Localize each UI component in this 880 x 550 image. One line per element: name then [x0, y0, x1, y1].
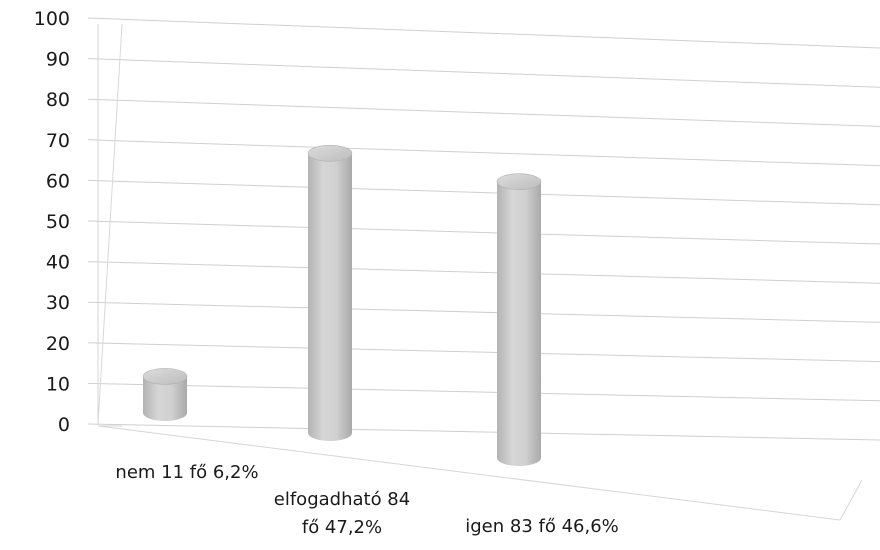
y-tick-label: 0 — [58, 414, 70, 436]
bar-body — [308, 153, 352, 441]
y-axis: 0 10 20 30 40 50 60 70 80 90 100 — [34, 8, 70, 436]
side-wall-top-edge — [97, 23, 123, 425]
bar — [496, 173, 542, 467]
y-tick-label: 30 — [46, 292, 70, 314]
gridline — [87, 98, 880, 127]
bar-top — [496, 173, 542, 190]
bar-body — [497, 181, 541, 467]
y-tick-label: 40 — [46, 252, 70, 274]
bar-body — [143, 376, 187, 421]
gridlines — [87, 17, 880, 521]
y-tick-label: 20 — [46, 333, 70, 355]
bars — [142, 145, 542, 467]
category-labels: nem 11 fő 6,2% elfogadható 84 fő 47,2% igen… — [115, 462, 618, 538]
gridline — [87, 58, 880, 88]
floor-right-edge — [839, 479, 863, 521]
y-tick-label: 50 — [46, 211, 70, 233]
y-tick-label: 70 — [46, 130, 70, 152]
gridline — [87, 261, 880, 284]
category-label: nem 11 fő 6,2% — [115, 462, 258, 483]
floor-front-edge — [97, 425, 841, 521]
bar-top — [142, 368, 188, 385]
gridline — [87, 301, 880, 323]
bar-top — [307, 145, 353, 162]
gridline — [87, 342, 880, 363]
y-tick-label: 60 — [46, 170, 70, 192]
category-label: elfogadható 84 — [274, 489, 410, 510]
gridline — [87, 17, 880, 49]
y-tick-label: 100 — [34, 8, 70, 30]
bar — [307, 145, 353, 441]
gridline — [87, 423, 880, 441]
y-tick-label: 10 — [46, 373, 70, 395]
bar — [142, 368, 188, 421]
y-tick-label: 90 — [46, 49, 70, 71]
category-label: igen 83 fő 46,6% — [465, 516, 619, 537]
gridline — [87, 139, 880, 167]
gridline — [87, 220, 880, 245]
category-label: fő 47,2% — [302, 517, 382, 538]
y-tick-label: 80 — [46, 89, 70, 111]
gridline — [87, 179, 880, 206]
gridline — [87, 382, 880, 402]
